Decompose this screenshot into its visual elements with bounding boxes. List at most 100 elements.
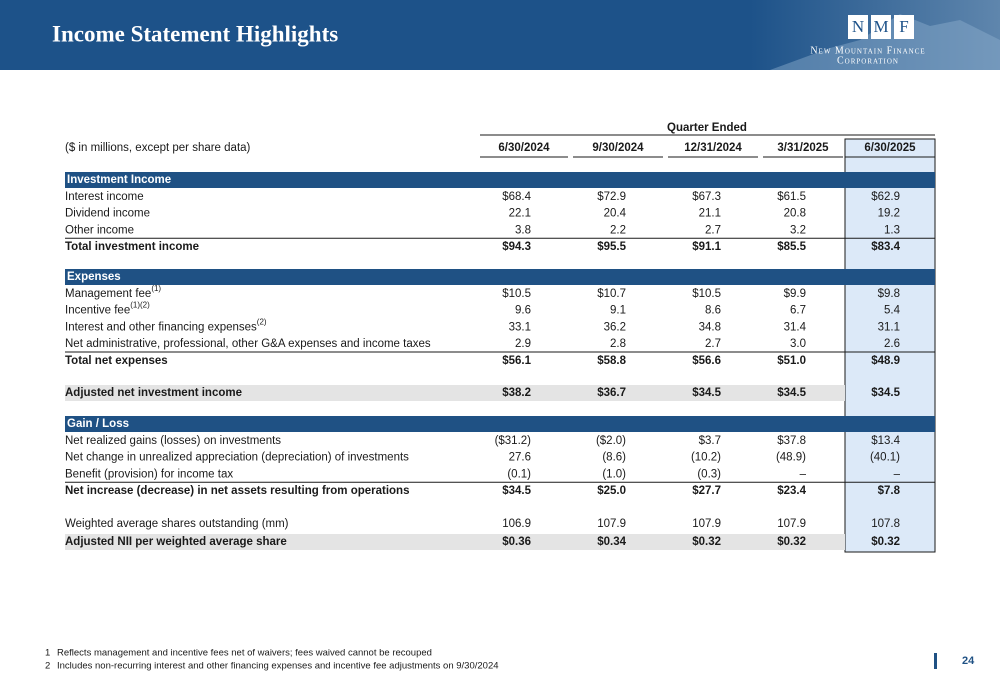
cell-value: 33.1 <box>509 321 531 333</box>
row-label: Dividend income <box>65 208 150 220</box>
label-text: Net realized gains (losses) on investmen… <box>65 435 281 447</box>
cell-value: 19.2 <box>878 208 900 220</box>
cell-value: $10.5 <box>692 288 721 300</box>
cell-value: ($2.0) <box>596 435 626 447</box>
cell-value: $13.4 <box>871 435 900 447</box>
cell-value: 6.7 <box>790 305 806 317</box>
row-label: Net administrative, professional, other … <box>65 338 431 350</box>
cell-value: $0.32 <box>692 536 721 548</box>
cell-value: $34.5 <box>502 485 531 497</box>
cell-value: 21.1 <box>699 208 721 220</box>
cell-value: $56.1 <box>502 355 531 367</box>
label-text: Benefit (provision) for income tax <box>65 468 233 480</box>
column-header: 3/31/2025 <box>777 142 829 154</box>
cell-value: 2.6 <box>884 338 900 350</box>
section-title: Gain / Loss <box>67 418 129 430</box>
logo-letter: F <box>899 17 908 36</box>
cell-value: 2.7 <box>705 338 721 350</box>
cell-value: $38.2 <box>502 387 531 399</box>
cell-value: $25.0 <box>597 485 626 497</box>
cell-value: 34.8 <box>699 321 721 333</box>
label-text: Net increase (decrease) in net assets re… <box>65 485 409 497</box>
row-label: Net realized gains (losses) on investmen… <box>65 435 281 447</box>
cell-value: 1.3 <box>884 224 900 236</box>
cell-value: $68.4 <box>502 191 531 203</box>
cell-value: $10.7 <box>597 288 626 300</box>
column-header: 12/31/2024 <box>684 142 742 154</box>
cell-value: $34.5 <box>692 387 721 399</box>
label-text: Weighted average shares outstanding (mm) <box>65 518 289 530</box>
cell-value: 9.1 <box>610 305 626 317</box>
row-label: Interest income <box>65 191 144 203</box>
row-label: Total net expenses <box>65 355 168 367</box>
cell-value: $83.4 <box>871 241 900 253</box>
cell-value: $34.5 <box>871 387 900 399</box>
cell-value: (8.6) <box>602 452 626 464</box>
cell-value: 8.6 <box>705 305 721 317</box>
cell-value: 106.9 <box>502 518 531 530</box>
logo-box <box>848 15 868 39</box>
cell-value: 9.6 <box>515 305 531 317</box>
cell-value: 22.1 <box>509 208 531 220</box>
row-label: Incentive fee(1)(2) <box>65 301 150 317</box>
cell-value: – <box>894 468 901 480</box>
section-title: Expenses <box>67 271 121 283</box>
group-header: Quarter Ended <box>667 122 747 134</box>
row-label: Other income <box>65 224 134 236</box>
label-text: Net administrative, professional, other … <box>65 338 431 350</box>
label-text: Adjusted net investment income <box>65 387 242 399</box>
cell-value: 27.6 <box>509 452 531 464</box>
row-label: Weighted average shares outstanding (mm) <box>65 518 289 530</box>
page-number: 24 <box>962 655 975 667</box>
cell-value: $95.5 <box>597 241 626 253</box>
label-text: Other income <box>65 224 134 236</box>
cell-value: $58.8 <box>597 355 626 367</box>
cell-value: $37.8 <box>777 435 806 447</box>
footnote-number: 1 <box>45 648 50 659</box>
cell-value: $56.6 <box>692 355 721 367</box>
cell-value: 31.4 <box>784 321 807 333</box>
cell-value: $72.9 <box>597 191 626 203</box>
cell-value: $36.7 <box>597 387 626 399</box>
cell-value: 3.8 <box>515 224 531 236</box>
cell-value: – <box>800 468 807 480</box>
cell-value: 107.9 <box>692 518 721 530</box>
cell-value: (40.1) <box>870 452 900 464</box>
header-band <box>0 0 1000 70</box>
cell-value: 2.9 <box>515 338 531 350</box>
row-label: Management fee(1) <box>65 284 161 300</box>
highlight-column <box>844 138 936 553</box>
row-label: Adjusted net investment income <box>65 387 242 399</box>
section-title: Investment Income <box>67 174 171 186</box>
cell-value: $0.32 <box>777 536 806 548</box>
cell-value: $62.9 <box>871 191 900 203</box>
cell-value: $0.32 <box>871 536 900 548</box>
shaded-row <box>65 385 845 401</box>
cell-value: (0.1) <box>507 468 531 480</box>
cell-value: 20.4 <box>604 208 627 220</box>
cell-value: $10.5 <box>502 288 531 300</box>
row-label: Net increase (decrease) in net assets re… <box>65 485 409 497</box>
cell-value: 2.2 <box>610 224 626 236</box>
logo-letter: M <box>873 17 888 36</box>
cell-value: $67.3 <box>692 191 721 203</box>
footnote-number: 2 <box>45 661 50 672</box>
cell-value: ($31.2) <box>495 435 532 447</box>
footnote-ref: (1)(2) <box>130 301 150 310</box>
page-bar <box>934 653 937 669</box>
footnote-text: Includes non-recurring interest and othe… <box>57 661 499 672</box>
label-text: Dividend income <box>65 208 150 220</box>
label-text: Adjusted NII per weighted average share <box>65 536 287 548</box>
section-band <box>65 172 935 188</box>
cell-value: (1.0) <box>602 468 626 480</box>
footnote-ref: (1) <box>151 284 161 293</box>
cell-value: (48.9) <box>776 452 806 464</box>
cell-value: $27.7 <box>692 485 721 497</box>
column-header: 6/30/2025 <box>864 142 916 154</box>
logo-box <box>871 15 891 39</box>
label-text: Net change in unrealized appreciation (d… <box>65 452 409 464</box>
row-label: Net change in unrealized appreciation (d… <box>65 452 409 464</box>
logo-line: Corporation <box>837 55 899 66</box>
logo-letter: N <box>852 17 864 36</box>
